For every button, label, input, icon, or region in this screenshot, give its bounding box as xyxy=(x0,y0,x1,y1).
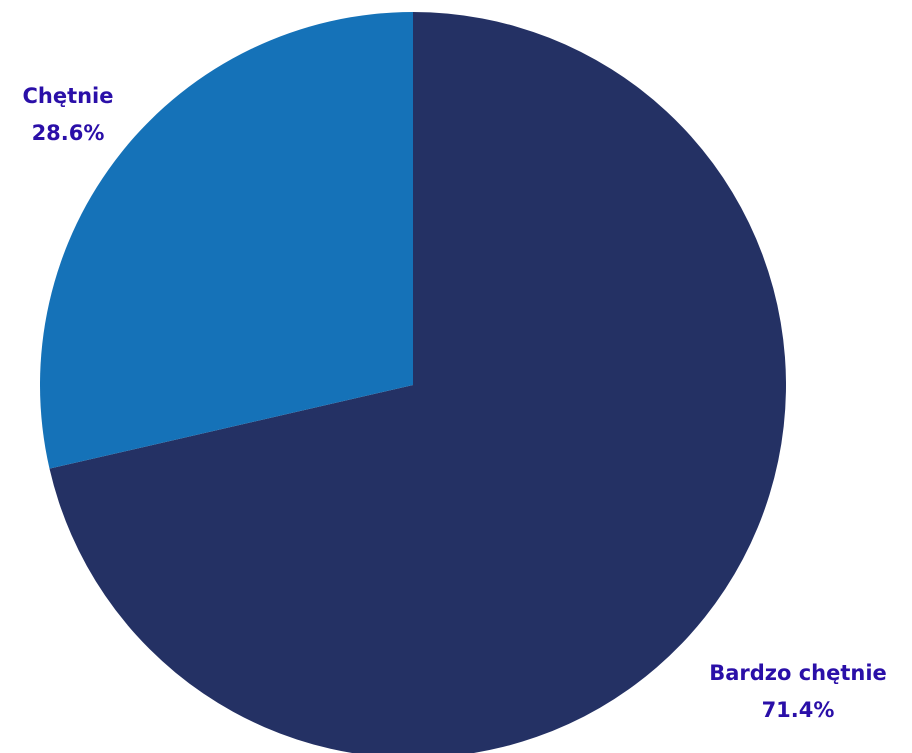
slice-label-bardzo-chetnie: Bardzo chętnie xyxy=(709,661,887,685)
pie-slices xyxy=(40,12,786,753)
slice-label-chetnie: Chętnie xyxy=(22,84,113,108)
slice-value-bardzo-chetnie: 71.4% xyxy=(762,698,835,722)
pie-slice-bardzo-chetnie xyxy=(49,12,786,753)
pie-labels: Bardzo chętnie 71.4% Chętnie 28.6% xyxy=(22,84,886,722)
slice-value-chetnie: 28.6% xyxy=(32,121,105,145)
pie-slice-chetnie xyxy=(40,12,414,469)
